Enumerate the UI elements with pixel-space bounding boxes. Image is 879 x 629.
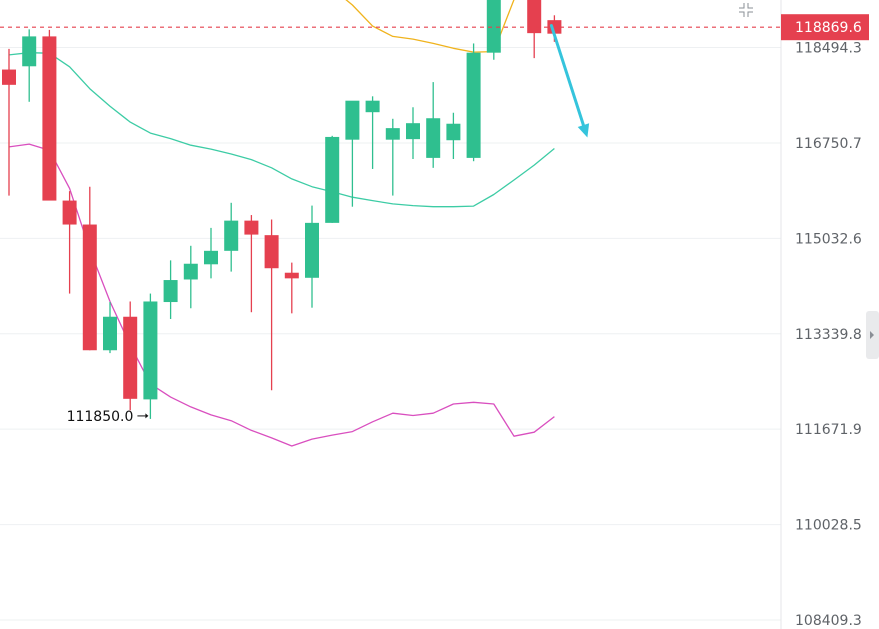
annotations: 122450.0111850.0 <box>67 409 149 425</box>
forecast-arrow-head <box>577 123 590 138</box>
candle-body <box>426 118 441 158</box>
forecast-arrow-shape <box>549 24 590 138</box>
low-annotation: 111850.0 <box>67 409 149 425</box>
candle <box>406 107 420 159</box>
candle <box>244 215 259 313</box>
candle <box>325 135 340 223</box>
upper-band-line <box>345 0 515 53</box>
candle-body <box>365 100 380 113</box>
candle <box>446 112 461 159</box>
price-tick-label: 115032.6 <box>795 231 862 247</box>
candle <box>224 202 239 272</box>
candle-body <box>82 224 97 351</box>
forecast-arrow-shaft <box>549 24 585 127</box>
candle-body <box>264 235 279 269</box>
candle-body <box>527 0 542 34</box>
candle <box>163 260 178 320</box>
expand-icon[interactable] <box>736 0 760 18</box>
candle <box>22 29 37 102</box>
current-price-label: 118869.6 <box>795 20 862 36</box>
candle <box>2 48 16 196</box>
candle <box>345 100 360 207</box>
candle <box>527 0 542 59</box>
candle <box>123 301 138 411</box>
candle <box>264 219 279 391</box>
candle-body <box>345 100 360 140</box>
candle <box>466 43 481 162</box>
candle-body <box>406 123 420 140</box>
bollinger-bands <box>8 0 555 447</box>
candle <box>305 205 319 308</box>
candle-body <box>2 69 16 85</box>
grid-lines <box>0 47 781 621</box>
candle-body <box>183 263 198 280</box>
candle-body <box>486 0 501 53</box>
candle <box>426 82 441 168</box>
candle <box>103 302 117 354</box>
candle-body <box>244 220 259 235</box>
candle-body <box>385 128 400 140</box>
candle <box>143 293 158 419</box>
current-price-tag <box>781 14 869 41</box>
candle-body <box>123 316 138 399</box>
price-tick-label: 110028.5 <box>795 518 862 534</box>
candle-body <box>62 200 77 225</box>
lower-band-line <box>8 143 555 447</box>
candle-body <box>466 52 481 158</box>
price-axis: 123883.7122060.6120264.3118494.3116750.7… <box>781 14 869 629</box>
candle <box>365 96 380 169</box>
price-tick-label: 108409.3 <box>795 613 862 629</box>
annotation-arrow-head <box>145 413 149 419</box>
candle <box>42 29 57 201</box>
forecast-arrow <box>549 24 590 138</box>
candle-body <box>103 316 117 351</box>
candle <box>284 262 299 314</box>
candle-body <box>204 250 218 265</box>
price-tick-label: 113339.8 <box>795 327 862 343</box>
chevron-right-icon <box>870 331 874 339</box>
candle-body <box>446 123 461 141</box>
price-tick-label: 111671.9 <box>795 422 862 438</box>
side-panel-handle[interactable] <box>866 311 879 359</box>
candle-body <box>143 301 158 400</box>
candle-body <box>305 222 319 278</box>
candle-body <box>163 280 178 303</box>
candle-body <box>325 136 340 223</box>
middle-band-line <box>8 52 555 208</box>
price-tick-label: 116750.7 <box>795 136 862 152</box>
candle <box>204 227 218 279</box>
candle <box>82 186 97 351</box>
candle <box>385 118 400 196</box>
candle-body <box>22 36 37 67</box>
candle-body <box>284 272 299 279</box>
candles <box>2 0 562 419</box>
candle <box>62 191 77 294</box>
candle-body <box>42 36 57 201</box>
annotation-label: 111850.0 <box>67 409 134 425</box>
candle <box>183 245 198 309</box>
candle <box>486 0 501 60</box>
price-tick-label: 118494.3 <box>795 41 862 57</box>
candle-body <box>224 220 239 251</box>
